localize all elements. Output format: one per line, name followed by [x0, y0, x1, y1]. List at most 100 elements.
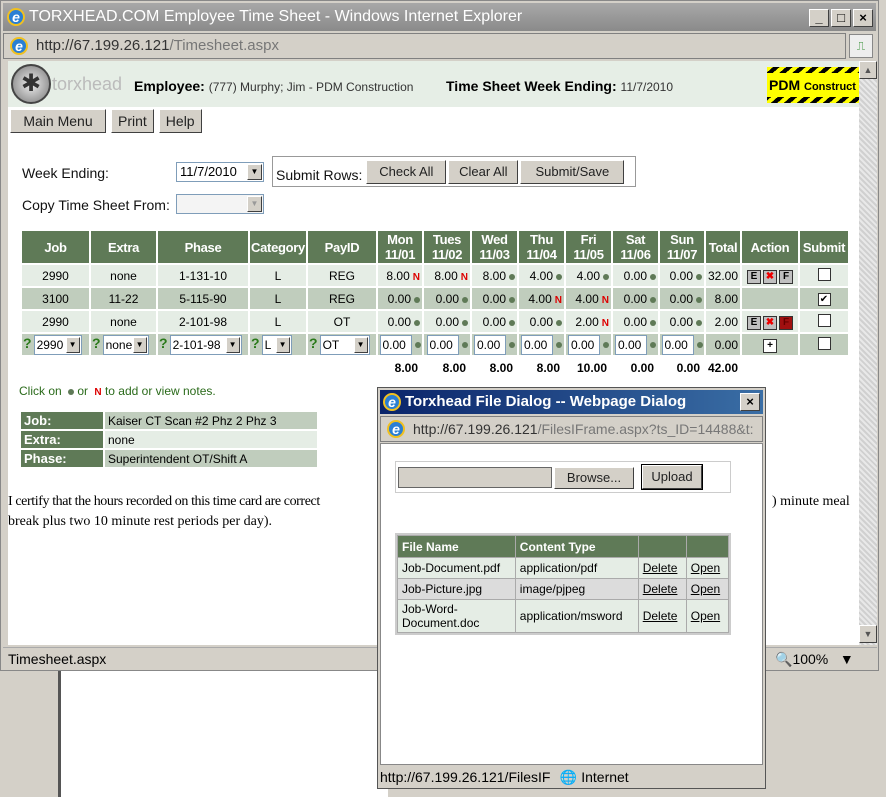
column-header: [685, 535, 730, 558]
hours-cell: 0.00: [517, 309, 566, 334]
file-name: Job-Document.pdf: [397, 557, 516, 579]
submit-save-button[interactable]: Submit/Save: [520, 159, 625, 184]
note-dot-icon[interactable]: [696, 296, 702, 303]
hours-input[interactable]: 0.00: [661, 334, 694, 355]
delete-cell: Delete: [637, 599, 687, 633]
submit-checkbox[interactable]: [817, 267, 831, 281]
note-dot-icon[interactable]: [509, 319, 515, 326]
help-icon[interactable]: ?: [159, 334, 168, 351]
note-dot-icon[interactable]: [650, 296, 656, 303]
hours-input[interactable]: 0.00: [615, 334, 647, 355]
note-dot-icon[interactable]: [462, 296, 468, 303]
phase-select[interactable]: 2-101-98 ▼: [169, 334, 242, 355]
help-icon[interactable]: ?: [92, 334, 101, 351]
open-link[interactable]: Open: [690, 561, 721, 575]
hours-input[interactable]: 0.00: [474, 334, 506, 355]
new-entry-row: ? 2990 ▼? none ▼? 2-101-98 ▼? L ▼? OT ▼ 0.00 0.00 0.0…: [20, 332, 850, 357]
hours-input[interactable]: 0.00: [426, 334, 459, 355]
submit-checkbox[interactable]: ✔: [817, 293, 831, 306]
file-path-input[interactable]: [398, 467, 552, 488]
hours-cell: 4.00 N: [564, 286, 613, 311]
note-dot-icon[interactable]: [650, 319, 656, 326]
timesheet-table: Job Extra Phase Category PayID Mon 11/01 Tues 11…: [20, 229, 850, 380]
browse-button[interactable]: Browse...: [554, 467, 634, 489]
note-n-icon[interactable]: N: [601, 317, 609, 329]
totals-spacer: [20, 355, 378, 380]
note-n-icon[interactable]: N: [601, 294, 609, 306]
zoom-control[interactable]: 🔍100% ▼: [775, 651, 854, 667]
hours-input[interactable]: 0.00: [379, 334, 412, 355]
delete-icon[interactable]: ✖: [763, 269, 777, 284]
note-dot-icon[interactable]: [556, 273, 562, 280]
add-icon[interactable]: +: [763, 338, 777, 353]
hours-input[interactable]: 0.00: [568, 334, 600, 355]
category-select[interactable]: L ▼: [261, 334, 292, 355]
category-cell: L: [248, 263, 308, 288]
category-select-value: L: [264, 337, 272, 352]
hours-input[interactable]: 0.00: [521, 334, 553, 355]
upload-button[interactable]: Upload: [641, 464, 703, 490]
extra-select[interactable]: none ▼: [102, 334, 149, 355]
print-button[interactable]: Print: [111, 109, 154, 133]
note-dot-icon[interactable]: [603, 273, 609, 280]
note-dot-icon[interactable]: [414, 296, 420, 303]
job-select-value: 2990: [36, 337, 64, 352]
files-button[interactable]: F: [779, 315, 793, 330]
note-dot-icon[interactable]: [509, 296, 515, 303]
delete-link[interactable]: Delete: [642, 582, 678, 596]
note-n-icon[interactable]: N: [412, 271, 420, 283]
note-dot-icon[interactable]: [696, 273, 702, 280]
note-dot-icon[interactable]: [696, 319, 702, 326]
action-cell: [740, 286, 800, 311]
clear-all-button[interactable]: Clear All: [448, 159, 519, 184]
note-dot-icon[interactable]: [650, 273, 656, 280]
help-icon[interactable]: ?: [251, 334, 260, 351]
ie-icon: e: [383, 393, 401, 411]
hours-value: 0.00: [669, 268, 693, 283]
job-select-cell: ? 2990 ▼: [20, 332, 91, 357]
scroll-up-button[interactable]: ▲: [859, 61, 877, 79]
vertical-scrollbar[interactable]: ▲ ▼: [859, 61, 877, 645]
phase-select-cell: ? 2-101-98 ▼: [156, 332, 250, 357]
file-row: Job-Picture.jpg image/pjpeg Delete Open: [397, 578, 730, 600]
note-dot-icon[interactable]: [509, 273, 515, 280]
submit-checkbox[interactable]: [817, 313, 831, 327]
content-type: application/pdf: [514, 557, 639, 579]
scroll-down-button[interactable]: ▼: [859, 625, 877, 643]
copy-timesheet-select[interactable]: ▼: [176, 194, 264, 214]
note-n-icon[interactable]: N: [460, 271, 468, 283]
delete-icon[interactable]: ✖: [763, 315, 777, 330]
close-button[interactable]: ×: [853, 9, 873, 27]
action-cell: E ✖ F: [740, 309, 800, 334]
week-ending-select[interactable]: 11/7/2010 ▼: [176, 162, 264, 182]
help-button[interactable]: Help: [158, 109, 202, 133]
delete-link[interactable]: Delete: [642, 609, 678, 623]
note-dot-icon[interactable]: [462, 319, 468, 326]
help-icon[interactable]: ?: [23, 334, 32, 351]
note-dot-icon[interactable]: [556, 319, 562, 326]
help-icon[interactable]: ?: [309, 334, 318, 351]
hours-value: 0.00: [435, 291, 459, 306]
edit-button[interactable]: E: [747, 315, 761, 330]
files-button[interactable]: F: [779, 269, 793, 284]
compatibility-icon[interactable]: ⎍: [849, 34, 873, 58]
dialog-close-button[interactable]: ×: [740, 393, 760, 411]
maximize-button[interactable]: □: [831, 9, 851, 27]
phase-cell: 5-115-90: [156, 286, 250, 311]
delete-link[interactable]: Delete: [642, 561, 678, 575]
job-select[interactable]: 2990 ▼: [33, 334, 82, 355]
payid-select[interactable]: OT ▼: [319, 334, 370, 355]
open-link[interactable]: Open: [690, 609, 721, 623]
address-bar[interactable]: e http://67.199.26.121/Timesheet.aspx: [3, 33, 846, 59]
note-n-icon[interactable]: N: [554, 294, 562, 306]
minimize-button[interactable]: _: [809, 9, 829, 27]
check-all-button[interactable]: Check All: [366, 159, 447, 184]
submit-checkbox[interactable]: [817, 336, 831, 350]
main-menu-button[interactable]: Main Menu: [10, 109, 106, 133]
detail-row: Extra: none: [19, 429, 319, 450]
extra-cell: 11-22: [89, 286, 158, 311]
open-link[interactable]: Open: [690, 582, 721, 596]
edit-button[interactable]: E: [747, 269, 761, 284]
column-header: Total: [704, 229, 742, 265]
note-dot-icon[interactable]: [414, 319, 420, 326]
